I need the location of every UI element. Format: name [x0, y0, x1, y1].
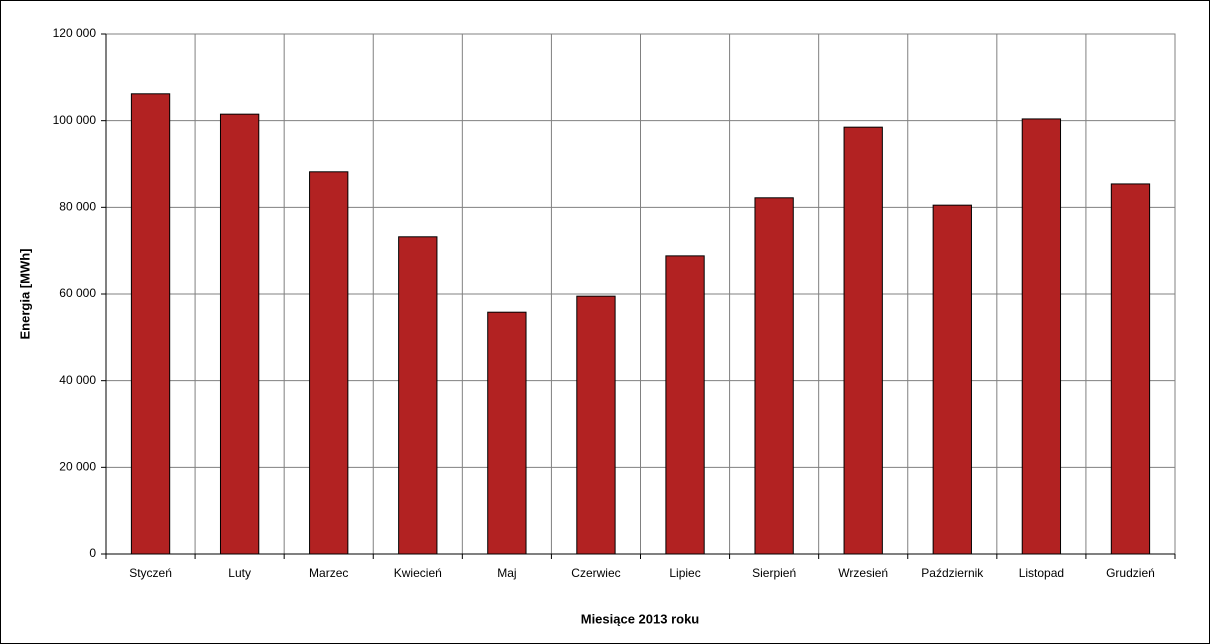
x-tick-label: Lipiec [669, 566, 700, 580]
x-tick-label: Wrzesień [838, 566, 888, 580]
y-tick-label: 0 [89, 546, 96, 560]
y-tick-label: 100 000 [53, 113, 97, 127]
x-tick-label: Styczeń [129, 566, 172, 580]
y-tick-label: 80 000 [59, 200, 96, 214]
y-tick-label: 40 000 [59, 373, 96, 387]
bar [130, 93, 171, 555]
x-tick-label: Październik [921, 566, 984, 580]
bar [1021, 118, 1062, 555]
x-tick-label: Maj [497, 566, 516, 580]
x-tick-label: Listopad [1019, 566, 1064, 580]
bar [398, 236, 438, 555]
bar [843, 126, 883, 555]
bar [754, 197, 794, 555]
bar [219, 113, 260, 555]
bar [487, 311, 527, 555]
x-tick-label: Sierpień [752, 566, 796, 580]
x-tick-label: Luty [228, 566, 251, 580]
x-axis-title: Miesiące 2013 roku [581, 611, 700, 626]
x-tick-label: Marzec [309, 566, 348, 580]
x-tick-label: Czerwiec [571, 566, 620, 580]
y-tick-label: 20 000 [59, 460, 96, 474]
y-axis-title: Energia [MWh] [17, 249, 32, 340]
x-tick-label: Grudzień [1106, 566, 1155, 580]
bar [309, 171, 349, 555]
bar [1110, 183, 1151, 555]
bar [576, 295, 616, 555]
bar [932, 204, 972, 555]
y-tick-label: 120 000 [53, 26, 97, 40]
y-tick-label: 60 000 [59, 286, 96, 300]
bar [665, 255, 705, 555]
x-tick-label: Kwiecień [394, 566, 442, 580]
